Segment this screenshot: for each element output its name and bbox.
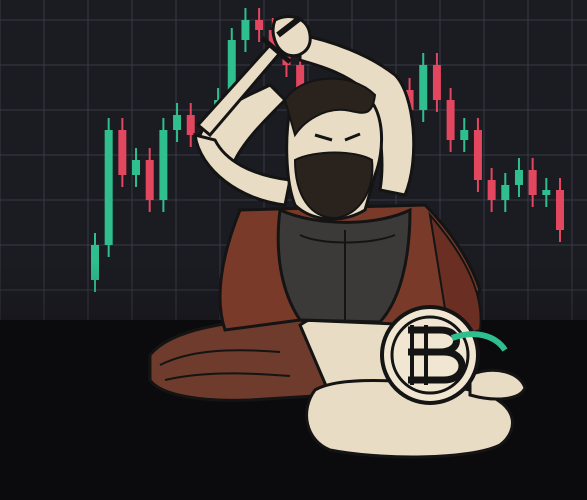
candle-body [460,130,469,140]
candle-body [556,190,564,230]
candle-body [268,30,277,50]
fallen-body [148,308,527,459]
candle-body [227,40,236,100]
candle-body [405,90,414,110]
candle-body [473,130,482,180]
bitcoin-coin-icon [380,305,508,405]
dagger-icon [195,15,302,138]
candle-body [118,130,127,175]
candle-body [432,65,441,100]
candle-body [159,130,168,200]
candle-body [186,115,195,135]
candle-body [501,185,510,200]
candle-body [514,170,523,185]
candle-body [528,170,537,195]
candle-body [419,65,428,110]
candle-body [145,160,154,200]
warrior-armor [276,207,412,324]
candle-body [542,190,551,195]
candle-body [446,100,455,140]
candle-body [255,20,264,30]
candle-body [173,115,182,130]
candle-body [241,20,250,40]
candle-body [104,130,113,245]
candle-body [132,160,141,175]
candle-body [487,180,496,200]
warrior-arms [193,15,416,207]
bearded-warrior-figure [283,77,384,221]
